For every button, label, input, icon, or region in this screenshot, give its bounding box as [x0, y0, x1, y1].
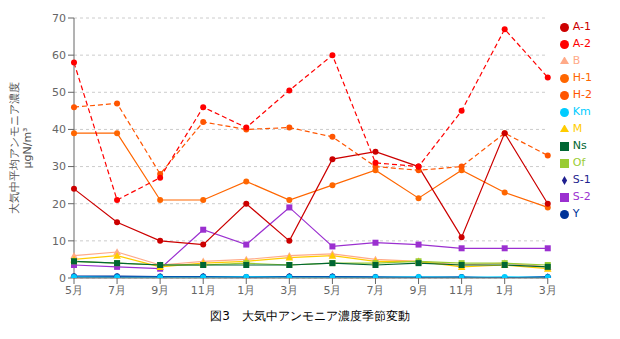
svg-text:40: 40	[52, 123, 66, 136]
html-text:S-1: S-1	[572, 173, 591, 186]
html-text:A-2: A-2	[572, 37, 591, 50]
svg-text:7月: 7月	[108, 284, 126, 297]
svg-text:20: 20	[52, 198, 66, 211]
svg-text:9月: 9月	[151, 284, 169, 297]
svg-text:11月: 11月	[191, 284, 216, 297]
svg-text:9月: 9月	[410, 284, 428, 297]
svg-text:0: 0	[59, 272, 66, 285]
html-text:S-2: S-2	[572, 190, 591, 203]
svg-text:10: 10	[52, 235, 66, 248]
html-text:Y: Y	[572, 207, 580, 220]
html-text:B: B	[572, 54, 581, 67]
html-text:M: M	[572, 122, 583, 135]
svg-text:30: 30	[52, 160, 66, 173]
svg-text:5月: 5月	[323, 284, 341, 297]
svg-text:大気中平均アンモニア濃度μgN/m³: 大気中平均アンモニア濃度μgN/m³	[8, 82, 34, 214]
html-text:Km: Km	[572, 105, 591, 118]
html-text:H-2: H-2	[572, 88, 592, 101]
svg-text:60: 60	[52, 49, 66, 62]
svg-text:7月: 7月	[366, 284, 384, 297]
svg-text:50: 50	[52, 86, 66, 99]
svg-text:1月: 1月	[237, 284, 255, 297]
svg-text:3月: 3月	[280, 284, 298, 297]
svg-text:70: 70	[52, 12, 66, 25]
svg-text:3月: 3月	[539, 284, 557, 297]
svg-text:1月: 1月	[496, 284, 514, 297]
html-text:A-1: A-1	[572, 20, 591, 33]
html-text:図3 大気中アンモニア濃度季節変動: 図3 大気中アンモニア濃度季節変動	[210, 309, 410, 323]
html-text:H-1: H-1	[572, 71, 592, 84]
svg-text:5月: 5月	[65, 284, 83, 297]
html-text:Ns: Ns	[572, 139, 587, 152]
html-text:Of: Of	[572, 156, 586, 169]
svg-text:11月: 11月	[449, 284, 474, 297]
